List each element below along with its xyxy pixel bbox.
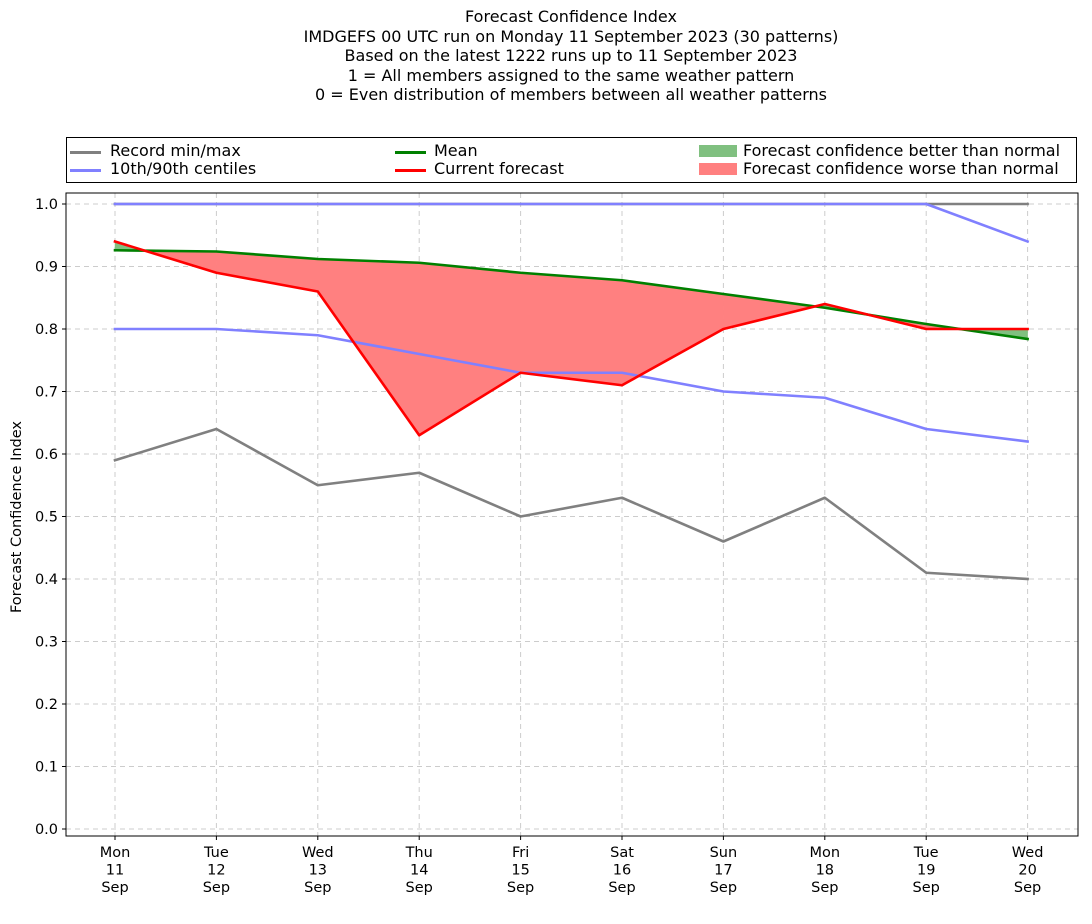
fill-worse-than-normal [520,272,623,386]
series-current-forecast [113,239,1029,437]
chart-legend: Record min/max 10th/90th centiles Mean C… [66,137,1077,183]
x-tick-label: 19 [917,863,935,879]
x-tick-label: Fri [512,845,529,861]
series-90th-centile [113,202,1030,244]
y-tick-label: 1.0 [35,197,58,213]
x-tick-label: 16 [613,863,631,879]
x-tick-label: Sep [1014,880,1041,896]
fill-layer [114,241,1028,437]
x-tick-label: Sep [710,880,737,896]
legend-swatch-worse [699,163,737,175]
chart-title-block: Forecast Confidence Index IMDGEFS 00 UTC… [0,7,1092,105]
legend-swatch-current [395,169,426,172]
chart-subtitle-scale-max: 1 = All members assigned to the same wea… [347,65,795,85]
x-tick-label: Tue [913,845,939,861]
x-tick-label: 11 [106,863,124,879]
x-tick-label: 12 [207,863,225,879]
x-tick-label: 20 [1018,863,1036,879]
y-tick-label: 0.5 [35,510,58,526]
y-tick-label: 0.4 [35,572,58,588]
x-tick-label: Sep [811,880,838,896]
x-tick-label: Mon [100,845,131,861]
y-tick-label: 0.3 [35,635,58,651]
chart-title: Forecast Confidence Index [465,7,677,26]
x-tick-label: Sep [203,880,230,896]
x-tick-label: Thu [405,845,433,861]
y-tick-label: 0.6 [35,447,58,463]
y-tick-label: 0.7 [35,385,58,401]
x-tick-label: Mon [810,845,841,861]
legend-label-centiles: 10th/90th centiles [110,159,257,178]
legend-label-better: Forecast confidence better than normal [743,141,1061,160]
legend-swatch-better [699,145,737,157]
x-tick-label: Wed [1012,845,1044,861]
x-tick-label: Sep [913,880,940,896]
plot-frame [65,192,1079,837]
x-tick-label: 14 [410,863,428,879]
chart-subtitle-scale-min: 0 = Even distribution of members between… [314,85,828,104]
y-tick-label: 0.8 [35,322,58,338]
series-10th-centile [113,327,1030,443]
chart-subtitle-runs: Based on the latest 1222 runs up to 11 S… [344,46,798,65]
fill-worse-than-normal [418,262,521,436]
x-tick-label: Sep [101,880,128,896]
series-layer [113,202,1030,581]
y-axis-label: Forecast Confidence Index [9,421,25,613]
x-tick-label: Sep [608,880,635,896]
chart-subtitle-run: IMDGEFS 00 UTC run on Monday 11 Septembe… [303,26,839,46]
x-tick-label: Sep [304,880,331,896]
y-tick-label: 0.9 [35,260,58,276]
x-tick-label: 17 [714,863,732,879]
y-tick-label: 0.1 [35,760,58,776]
y-tick-label: 0.2 [35,697,58,713]
x-tick-label: Sun [710,845,738,861]
fill-worse-than-normal [621,279,724,386]
legend-label-mean: Mean [434,141,478,160]
legend-swatch-mean [395,151,426,154]
x-tick-label: Sat [610,845,634,861]
legend-label-record: Record min/max [110,141,241,160]
series-record-min [113,427,1029,581]
legend-label-worse: Forecast confidence worse than normal [743,159,1059,178]
y-tick-label: 0.0 [35,822,58,838]
x-tick-label: Wed [302,845,334,861]
fill-worse-than-normal [317,258,420,437]
axis-layer: 0.00.10.20.30.40.50.60.70.80.91.0Mon11Se… [35,192,1079,896]
x-tick-label: 18 [816,863,834,879]
legend-label-current: Current forecast [434,159,564,178]
x-tick-label: 13 [309,863,327,879]
legend-swatch-record [70,151,101,154]
x-tick-label: Sep [406,880,433,896]
x-tick-label: Sep [507,880,534,896]
x-tick-label: Tue [203,845,229,861]
legend-swatch-centiles [70,169,101,172]
x-tick-label: 15 [511,863,529,879]
